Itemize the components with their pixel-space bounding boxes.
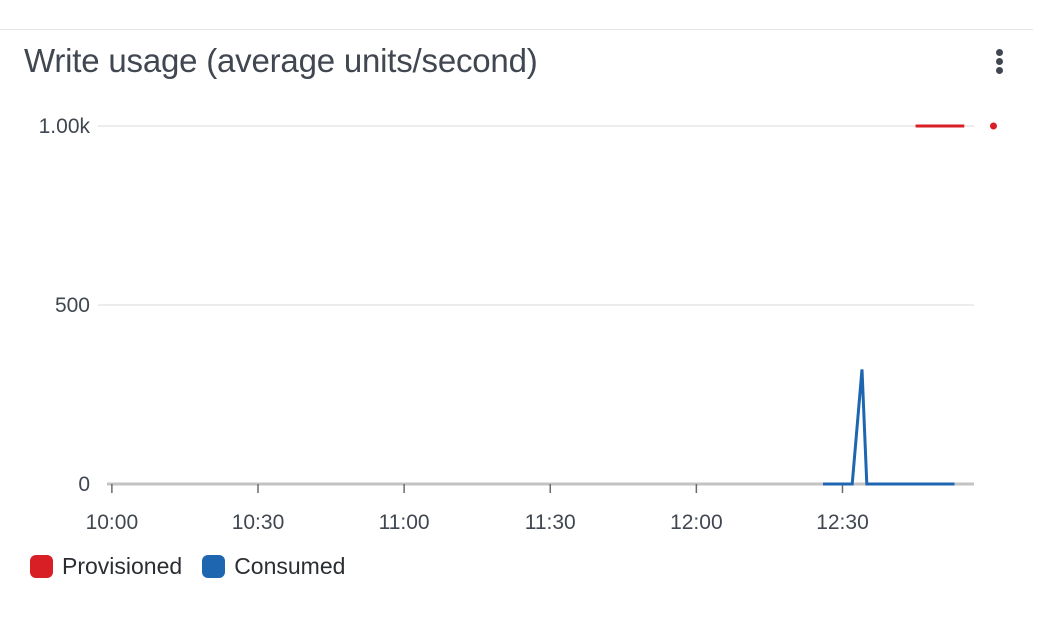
series-layer <box>823 122 997 486</box>
legend-item-consumed[interactable]: Consumed <box>202 553 345 580</box>
top-divider <box>0 29 1033 30</box>
grid-layer <box>98 125 974 486</box>
kebab-dot <box>996 67 1003 74</box>
series-line-consumed <box>823 369 955 486</box>
more-vertical-icon[interactable] <box>988 46 1012 78</box>
legend-label-provisioned: Provisioned <box>62 553 183 579</box>
series-point-provisioned <box>989 122 997 130</box>
legend: Provisioned Consumed <box>30 553 365 580</box>
y-tick-label: 500 <box>55 294 90 317</box>
x-tick-label: 11:30 <box>525 511 576 534</box>
kebab-dot <box>996 49 1003 56</box>
x-axis-ticks: 10:00 10:30 11:00 11:30 12:00 12:30 <box>86 484 869 534</box>
y-axis-tick-labels: 0 500 1.00k <box>39 115 91 496</box>
legend-item-provisioned[interactable]: Provisioned <box>30 553 182 580</box>
x-tick-label: 11:00 <box>379 511 430 534</box>
legend-label-consumed: Consumed <box>234 553 346 579</box>
x-tick-label: 12:30 <box>816 511 869 534</box>
x-tick-label: 10:30 <box>232 511 285 534</box>
legend-swatch-provisioned <box>30 555 53 578</box>
x-tick-label: 12:00 <box>670 511 723 534</box>
y-tick-label: 1.00k <box>39 115 91 138</box>
kebab-dot <box>996 58 1003 65</box>
legend-swatch-consumed <box>202 555 226 578</box>
x-tick-label: 10:00 <box>86 511 139 534</box>
widget-title: Write usage (average units/second) <box>24 42 538 79</box>
y-tick-label: 0 <box>78 473 90 496</box>
